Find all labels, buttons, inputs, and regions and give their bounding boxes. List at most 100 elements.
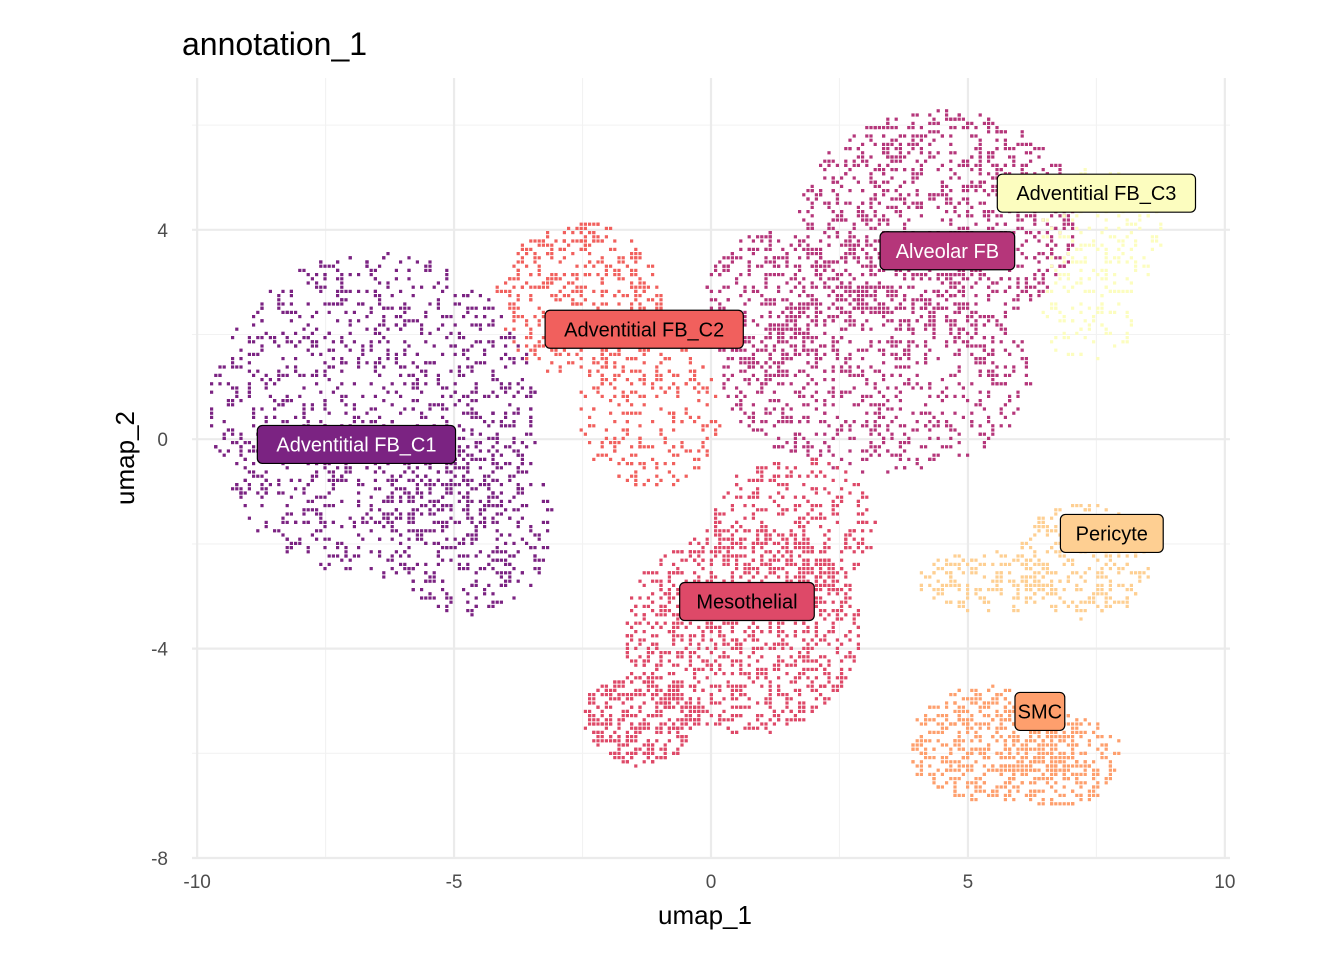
scatter-point <box>478 567 482 571</box>
scatter-point <box>987 369 991 373</box>
scatter-point <box>562 239 566 243</box>
scatter-point <box>474 604 478 608</box>
scatter-point <box>705 436 709 440</box>
scatter-point <box>407 520 411 524</box>
scatter-point <box>772 361 776 365</box>
scatter-point <box>827 583 831 587</box>
scatter-point <box>924 445 928 449</box>
scatter-point <box>827 264 831 268</box>
scatter-point <box>894 394 898 398</box>
scatter-point <box>609 264 613 268</box>
scatter-point <box>890 159 894 163</box>
scatter-point <box>1129 256 1133 260</box>
scatter-point <box>722 386 726 390</box>
scatter-point <box>987 277 991 281</box>
scatter-point <box>869 176 873 180</box>
scatter-point <box>705 285 709 289</box>
scatter-point <box>865 285 869 289</box>
scatter-point <box>529 394 533 398</box>
scatter-point <box>865 159 869 163</box>
scatter-point <box>327 478 331 482</box>
scatter-point <box>390 294 394 298</box>
scatter-point <box>533 344 537 348</box>
scatter-point <box>365 260 369 264</box>
scatter-point <box>848 138 852 142</box>
scatter-point <box>407 466 411 470</box>
scatter-point <box>844 256 848 260</box>
scatter-point <box>1054 226 1058 230</box>
scatter-point <box>806 222 810 226</box>
scatter-point <box>281 516 285 520</box>
scatter-point <box>1096 306 1100 310</box>
scatter-point <box>865 264 869 268</box>
scatter-point <box>831 176 835 180</box>
scatter-point <box>919 138 923 142</box>
scatter-point <box>361 352 365 356</box>
scatter-point <box>835 277 839 281</box>
scatter-point <box>592 424 596 428</box>
scatter-point <box>945 113 949 117</box>
scatter-point <box>445 537 449 541</box>
scatter-point <box>768 231 772 235</box>
scatter-point <box>436 554 440 558</box>
scatter-point <box>760 541 764 545</box>
scatter-point <box>403 348 407 352</box>
scatter-point <box>751 428 755 432</box>
scatter-point <box>751 415 755 419</box>
scatter-point <box>252 445 256 449</box>
scatter-point <box>894 357 898 361</box>
scatter-point <box>609 352 613 356</box>
scatter-point <box>457 365 461 369</box>
scatter-point <box>281 491 285 495</box>
scatter-point <box>995 168 999 172</box>
scatter-point <box>802 546 806 550</box>
scatter-point <box>554 352 558 356</box>
scatter-point <box>596 369 600 373</box>
scatter-point <box>273 340 277 344</box>
scatter-point <box>806 382 810 386</box>
scatter-point <box>1020 289 1024 293</box>
scatter-point <box>1134 239 1138 243</box>
scatter-point <box>873 310 877 314</box>
scatter-point <box>571 239 575 243</box>
scatter-point <box>428 331 432 335</box>
scatter-point <box>235 483 239 487</box>
scatter-point <box>445 491 449 495</box>
scatter-point <box>827 163 831 167</box>
scatter-point <box>667 386 671 390</box>
scatter-point <box>1033 222 1037 226</box>
scatter-point <box>949 159 953 163</box>
scatter-point <box>781 411 785 415</box>
scatter-point <box>1062 319 1066 323</box>
scatter-point <box>394 352 398 356</box>
scatter-point <box>903 180 907 184</box>
scatter-point <box>420 512 424 516</box>
scatter-point <box>848 247 852 251</box>
scatter-point <box>1037 155 1041 159</box>
scatter-point <box>848 294 852 298</box>
scatter-point <box>424 483 428 487</box>
scatter-point <box>525 445 529 449</box>
scatter-point <box>877 369 881 373</box>
scatter-point <box>886 222 890 226</box>
scatter-point <box>617 373 621 377</box>
scatter-point <box>323 302 327 306</box>
scatter-point <box>411 382 415 386</box>
scatter-point <box>751 285 755 289</box>
scatter-point <box>1092 340 1096 344</box>
scatter-point <box>848 390 852 394</box>
scatter-point <box>327 411 331 415</box>
scatter-point <box>361 520 365 524</box>
scatter-point <box>869 306 873 310</box>
scatter-point <box>319 495 323 499</box>
scatter-point <box>764 256 768 260</box>
scatter-point <box>529 525 533 529</box>
scatter-point <box>478 415 482 419</box>
scatter-point <box>1079 310 1083 314</box>
scatter-point <box>810 319 814 323</box>
scatter-point <box>457 331 461 335</box>
scatter-point <box>323 466 327 470</box>
scatter-point <box>407 546 411 550</box>
scatter-point <box>546 499 550 503</box>
scatter-point <box>600 357 604 361</box>
